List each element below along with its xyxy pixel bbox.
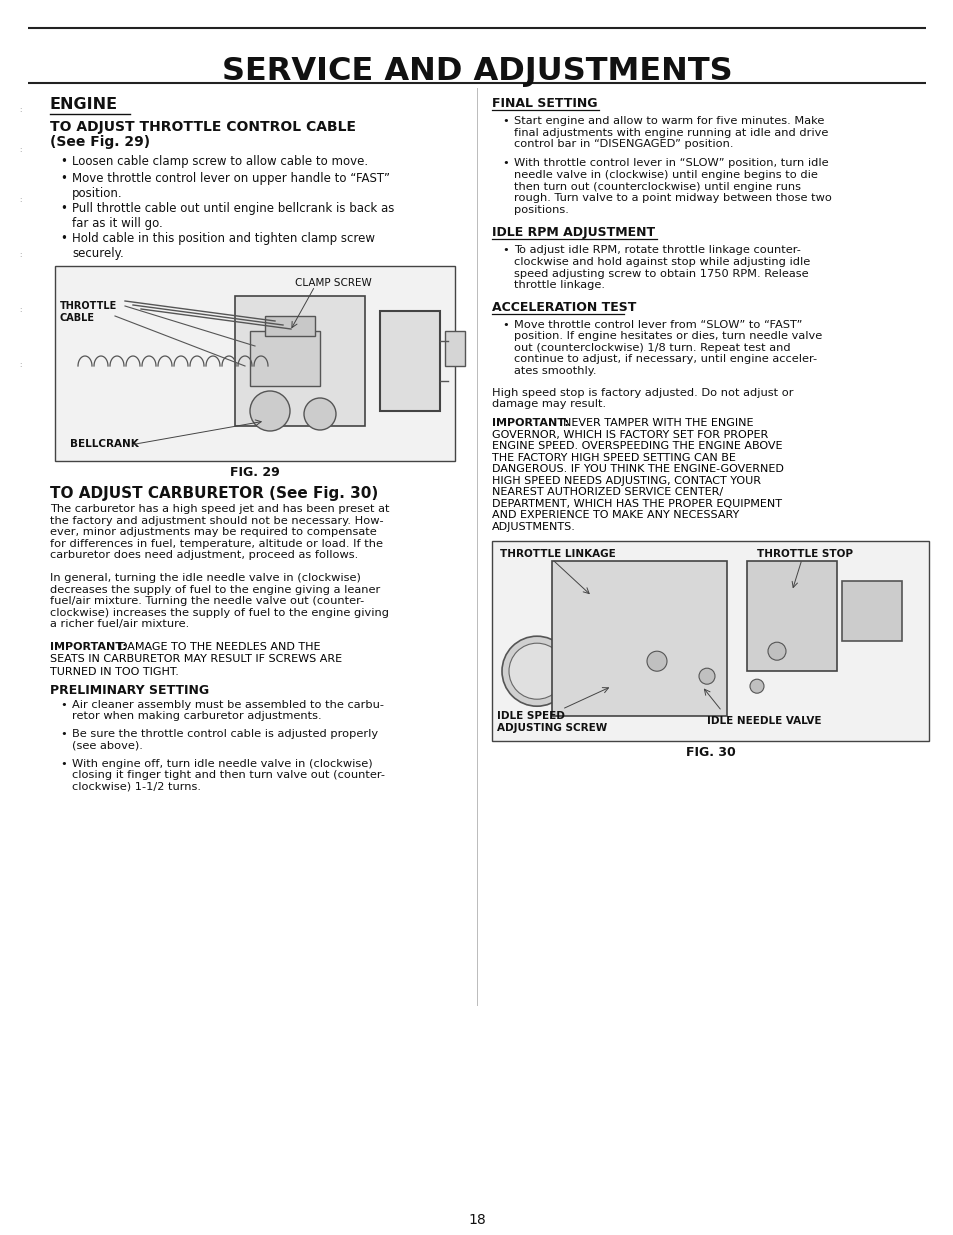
Text: :: : (19, 107, 21, 112)
Text: •: • (501, 320, 508, 330)
Text: FIG. 30: FIG. 30 (685, 746, 735, 760)
Text: •: • (60, 232, 67, 245)
Bar (841, 582, 901, 641)
Text: •: • (60, 729, 67, 739)
Text: Pull throttle cable out until engine bellcrank is back as
far as it will go.: Pull throttle cable out until engine bel… (71, 203, 394, 230)
Text: SEATS IN CARBURETOR MAY RESULT IF SCREWS ARE: SEATS IN CARBURETOR MAY RESULT IF SCREWS… (50, 655, 342, 664)
Text: ENGINE SPEED. OVERSPEEDING THE ENGINE ABOVE: ENGINE SPEED. OVERSPEEDING THE ENGINE AB… (492, 441, 781, 451)
Text: In general, turning the idle needle valve in (clockwise)
decreases the supply of: In general, turning the idle needle valv… (50, 573, 389, 630)
Bar (55, 266, 455, 461)
Text: THE FACTORY HIGH SPEED SETTING CAN BE: THE FACTORY HIGH SPEED SETTING CAN BE (492, 453, 735, 463)
Text: Move throttle control lever from “SLOW” to “FAST”
position. If engine hesitates : Move throttle control lever from “SLOW” … (514, 320, 821, 375)
Text: High speed stop is factory adjusted. Do not adjust or
damage may result.: High speed stop is factory adjusted. Do … (492, 388, 793, 409)
Text: •: • (60, 203, 67, 215)
Text: THROTTLE
CABLE: THROTTLE CABLE (60, 301, 117, 322)
Bar (552, 561, 726, 716)
Text: To adjust idle RPM, rotate throttle linkage counter-
clockwise and hold against : To adjust idle RPM, rotate throttle link… (514, 246, 809, 290)
Circle shape (501, 636, 572, 706)
Circle shape (767, 642, 785, 661)
Bar (250, 331, 319, 387)
Text: THROTTLE LINKAGE: THROTTLE LINKAGE (499, 550, 615, 559)
Text: ADJUSTMENTS.: ADJUSTMENTS. (492, 521, 576, 532)
Text: NEVER TAMPER WITH THE ENGINE: NEVER TAMPER WITH THE ENGINE (556, 419, 753, 429)
Text: •: • (60, 156, 67, 168)
Text: HIGH SPEED NEEDS ADJUSTING, CONTACT YOUR: HIGH SPEED NEEDS ADJUSTING, CONTACT YOUR (492, 475, 760, 485)
Bar (444, 331, 464, 366)
Text: GOVERNOR, WHICH IS FACTORY SET FOR PROPER: GOVERNOR, WHICH IS FACTORY SET FOR PROPE… (492, 430, 767, 440)
Bar (492, 541, 928, 741)
Text: THROTTLE STOP: THROTTLE STOP (757, 550, 852, 559)
Text: PRELIMINARY SETTING: PRELIMINARY SETTING (50, 683, 209, 697)
Text: :: : (19, 308, 21, 312)
Text: :: : (19, 362, 21, 368)
Text: •: • (60, 699, 67, 709)
Text: Loosen cable clamp screw to allow cable to move.: Loosen cable clamp screw to allow cable … (71, 156, 368, 168)
Text: NEAREST AUTHORIZED SERVICE CENTER/: NEAREST AUTHORIZED SERVICE CENTER/ (492, 487, 722, 498)
Circle shape (250, 391, 290, 431)
Text: •: • (501, 116, 508, 126)
Text: •: • (501, 246, 508, 256)
Text: DEPARTMENT, WHICH HAS THE PROPER EQUIPMENT: DEPARTMENT, WHICH HAS THE PROPER EQUIPME… (492, 499, 781, 509)
Text: IDLE SPEED
ADJUSTING SCREW: IDLE SPEED ADJUSTING SCREW (497, 711, 607, 732)
Text: DAMAGE TO THE NEEDLES AND THE: DAMAGE TO THE NEEDLES AND THE (112, 642, 320, 652)
Text: FIG. 29: FIG. 29 (230, 466, 279, 479)
Circle shape (749, 679, 763, 693)
Text: BELLCRANK: BELLCRANK (70, 438, 138, 450)
Text: IDLE RPM ADJUSTMENT: IDLE RPM ADJUSTMENT (492, 226, 655, 240)
Circle shape (577, 566, 666, 656)
Text: :: : (19, 252, 21, 258)
Text: IMPORTANT:: IMPORTANT: (492, 419, 568, 429)
Text: •: • (60, 172, 67, 185)
Text: AND EXPERIENCE TO MAKE ANY NECESSARY: AND EXPERIENCE TO MAKE ANY NECESSARY (492, 510, 739, 520)
Circle shape (646, 651, 666, 671)
Text: (See Fig. 29): (See Fig. 29) (50, 135, 150, 149)
Circle shape (586, 577, 657, 646)
Text: Start engine and allow to warm for five minutes. Make
final adjustments with eng: Start engine and allow to warm for five … (514, 116, 827, 149)
Circle shape (304, 398, 335, 430)
Text: TO ADJUST THROTTLE CONTROL CABLE: TO ADJUST THROTTLE CONTROL CABLE (50, 120, 355, 135)
Text: With engine off, turn idle needle valve in (clockwise)
closing it finger tight a: With engine off, turn idle needle valve … (71, 758, 385, 792)
Text: •: • (60, 758, 67, 768)
Text: Hold cable in this position and tighten clamp screw
securely.: Hold cable in this position and tighten … (71, 232, 375, 261)
Text: FINAL SETTING: FINAL SETTING (492, 98, 597, 110)
Bar (746, 561, 836, 671)
Text: TURNED IN TOO TIGHT.: TURNED IN TOO TIGHT. (50, 667, 179, 677)
Text: Move throttle control lever on upper handle to “FAST”
position.: Move throttle control lever on upper han… (71, 172, 390, 200)
Text: The carburetor has a high speed jet and has been preset at
the factory and adjus: The carburetor has a high speed jet and … (50, 504, 389, 561)
Text: :: : (19, 198, 21, 203)
Text: IMPORTANT:: IMPORTANT: (50, 642, 127, 652)
Circle shape (699, 668, 714, 684)
Text: With throttle control lever in “SLOW” position, turn idle
needle valve in (clock: With throttle control lever in “SLOW” po… (514, 158, 831, 215)
Text: CLAMP SCREW: CLAMP SCREW (294, 278, 372, 288)
Text: DANGEROUS. IF YOU THINK THE ENGINE-GOVERNED: DANGEROUS. IF YOU THINK THE ENGINE-GOVER… (492, 464, 783, 474)
Text: :: : (19, 147, 21, 153)
Bar (379, 311, 439, 411)
Text: 18: 18 (468, 1213, 485, 1228)
Text: TO ADJUST CARBURETOR (See Fig. 30): TO ADJUST CARBURETOR (See Fig. 30) (50, 487, 377, 501)
Bar (234, 296, 365, 426)
Text: Air cleaner assembly must be assembled to the carbu-
retor when making carbureto: Air cleaner assembly must be assembled t… (71, 699, 384, 721)
Bar (265, 316, 314, 336)
Circle shape (509, 643, 564, 699)
Text: ENGINE: ENGINE (50, 98, 118, 112)
Text: IDLE NEEDLE VALVE: IDLE NEEDLE VALVE (706, 716, 821, 726)
Text: Be sure the throttle control cable is adjusted properly
(see above).: Be sure the throttle control cable is ad… (71, 729, 377, 751)
Text: SERVICE AND ADJUSTMENTS: SERVICE AND ADJUSTMENTS (221, 56, 732, 86)
Text: •: • (501, 158, 508, 168)
Text: ACCELERATION TEST: ACCELERATION TEST (492, 300, 636, 314)
